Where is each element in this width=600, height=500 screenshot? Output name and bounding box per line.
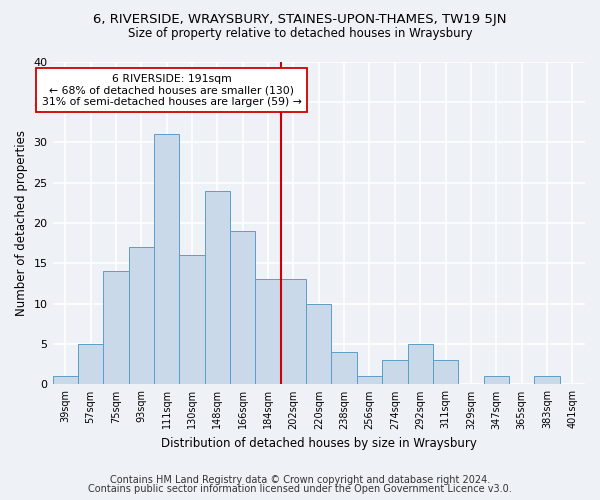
Text: Size of property relative to detached houses in Wraysbury: Size of property relative to detached ho… [128, 28, 472, 40]
Text: Contains HM Land Registry data © Crown copyright and database right 2024.: Contains HM Land Registry data © Crown c… [110, 475, 490, 485]
X-axis label: Distribution of detached houses by size in Wraysbury: Distribution of detached houses by size … [161, 437, 477, 450]
Bar [103, 272, 128, 384]
Bar [382, 360, 407, 384]
Bar [128, 247, 154, 384]
Bar [154, 134, 179, 384]
Text: 6, RIVERSIDE, WRAYSBURY, STAINES-UPON-THAMES, TW19 5JN: 6, RIVERSIDE, WRAYSBURY, STAINES-UPON-TH… [93, 12, 507, 26]
Bar [179, 256, 205, 384]
Bar [331, 352, 357, 384]
Bar [78, 344, 103, 385]
Bar [534, 376, 560, 384]
Bar [433, 360, 458, 384]
Bar [306, 304, 331, 384]
Text: 6 RIVERSIDE: 191sqm
← 68% of detached houses are smaller (130)
31% of semi-detac: 6 RIVERSIDE: 191sqm ← 68% of detached ho… [42, 74, 302, 107]
Bar [281, 280, 306, 384]
Text: Contains public sector information licensed under the Open Government Licence v3: Contains public sector information licen… [88, 484, 512, 494]
Y-axis label: Number of detached properties: Number of detached properties [15, 130, 28, 316]
Bar [357, 376, 382, 384]
Bar [407, 344, 433, 385]
Bar [256, 280, 281, 384]
Bar [205, 190, 230, 384]
Bar [230, 231, 256, 384]
Bar [484, 376, 509, 384]
Bar [53, 376, 78, 384]
